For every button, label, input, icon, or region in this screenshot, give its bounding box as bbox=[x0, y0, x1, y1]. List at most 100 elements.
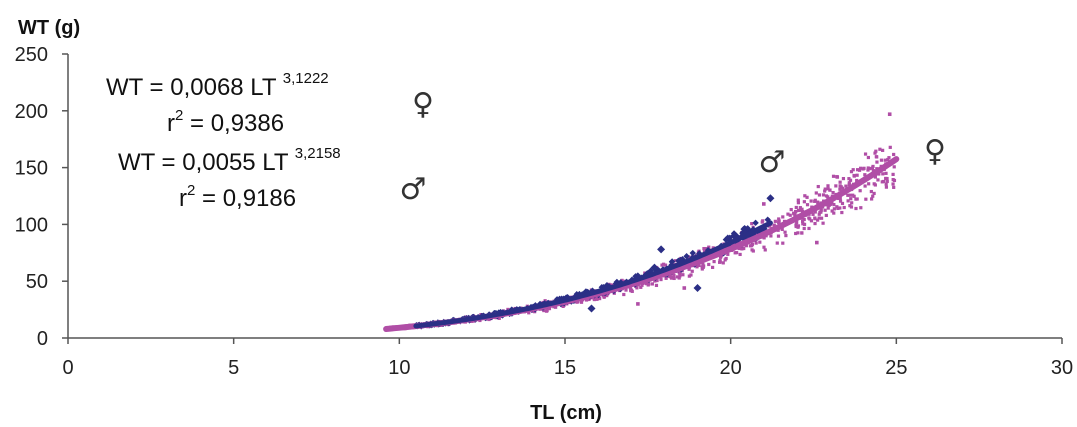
female-point bbox=[817, 212, 821, 216]
female-point bbox=[701, 265, 705, 269]
female-point bbox=[892, 185, 896, 189]
female-point bbox=[823, 187, 827, 191]
female-point bbox=[835, 205, 839, 209]
female-point bbox=[815, 240, 819, 245]
female-point bbox=[655, 278, 659, 283]
female-point bbox=[881, 172, 885, 176]
female-point bbox=[545, 309, 549, 313]
female-point bbox=[848, 193, 852, 197]
y-tick-label: 200 bbox=[15, 101, 48, 123]
female-point bbox=[650, 282, 654, 286]
female-point bbox=[795, 220, 799, 225]
female-point bbox=[677, 276, 681, 280]
female-point bbox=[831, 174, 836, 178]
male-symbol-right: ♂ bbox=[759, 145, 786, 180]
female-point bbox=[654, 283, 659, 288]
female-point bbox=[681, 273, 685, 277]
y-tick-label: 100 bbox=[15, 214, 48, 236]
female-point bbox=[697, 263, 701, 268]
female-point bbox=[527, 311, 531, 315]
female-point bbox=[793, 209, 798, 214]
male-point bbox=[668, 258, 676, 265]
female-point bbox=[805, 195, 809, 199]
female-point bbox=[798, 206, 802, 210]
female-point bbox=[847, 181, 851, 185]
female-point bbox=[701, 262, 705, 267]
male-point bbox=[556, 295, 563, 303]
female-point bbox=[801, 222, 805, 226]
female-point bbox=[800, 231, 804, 235]
female-point bbox=[867, 182, 871, 186]
male-point bbox=[766, 194, 775, 203]
female-point bbox=[832, 202, 836, 207]
female-point bbox=[892, 152, 896, 157]
x-tick-label: 25 bbox=[885, 357, 907, 379]
female-point bbox=[883, 158, 887, 162]
female-point bbox=[854, 206, 858, 211]
female-point bbox=[636, 302, 640, 306]
female-point bbox=[868, 167, 872, 171]
female-point bbox=[866, 166, 870, 170]
female-point bbox=[740, 247, 744, 251]
female-point bbox=[851, 168, 855, 172]
female-point bbox=[861, 167, 865, 171]
female-point bbox=[738, 252, 742, 257]
female-point bbox=[718, 260, 722, 264]
y-tick-label: 0 bbox=[37, 328, 48, 350]
female-point bbox=[892, 165, 896, 169]
female-point bbox=[840, 201, 845, 206]
r-squared-female: r2 = 0,9386 bbox=[167, 107, 284, 137]
female-point bbox=[773, 219, 777, 223]
female-point bbox=[886, 157, 890, 162]
y-tick-label: 250 bbox=[15, 44, 48, 66]
female-point bbox=[823, 208, 827, 212]
female-point bbox=[794, 223, 798, 227]
female-symbol-left: ♀ bbox=[412, 87, 434, 122]
female-point bbox=[849, 170, 854, 174]
female-point bbox=[831, 191, 835, 195]
female-point bbox=[807, 226, 811, 231]
female-point bbox=[702, 246, 706, 251]
female-point bbox=[497, 316, 501, 321]
female-point bbox=[777, 217, 781, 221]
female-point bbox=[750, 222, 754, 226]
female-point bbox=[849, 205, 854, 209]
r-squared-male: r2 = 0,9186 bbox=[179, 182, 296, 212]
female-point bbox=[796, 224, 801, 228]
female-symbol-right: ♀ bbox=[924, 134, 946, 169]
female-point bbox=[624, 288, 628, 292]
x-tick-label: 20 bbox=[720, 357, 742, 379]
male-point bbox=[722, 236, 730, 243]
female-point bbox=[796, 201, 800, 205]
female-point bbox=[863, 152, 868, 156]
female-point bbox=[672, 273, 676, 278]
female-point bbox=[695, 265, 699, 269]
female-point bbox=[675, 275, 680, 279]
female-point bbox=[802, 200, 806, 204]
female-point bbox=[816, 184, 820, 189]
y-axis-title: WT (g) bbox=[18, 17, 80, 39]
equation-female: WT = 0,0068 LT 3,1222 bbox=[106, 70, 329, 101]
male-symbol-left: ♂ bbox=[400, 172, 427, 207]
male-point bbox=[693, 284, 702, 293]
female-point bbox=[870, 197, 874, 201]
female-point bbox=[794, 205, 798, 210]
female-point bbox=[622, 292, 626, 297]
female-point bbox=[750, 244, 754, 248]
female-point bbox=[850, 201, 854, 205]
female-point bbox=[644, 282, 649, 286]
female-point bbox=[885, 176, 889, 181]
female-point bbox=[786, 212, 790, 216]
male-point bbox=[650, 263, 659, 272]
female-point bbox=[852, 173, 856, 178]
female-point bbox=[653, 279, 657, 283]
female-fit-curve bbox=[383, 156, 900, 332]
female-point bbox=[887, 156, 891, 160]
female-point bbox=[830, 209, 834, 213]
female-point bbox=[816, 200, 820, 204]
female-point bbox=[874, 155, 878, 159]
female-point bbox=[784, 233, 788, 238]
female-point bbox=[826, 184, 830, 188]
female-point bbox=[813, 199, 817, 203]
